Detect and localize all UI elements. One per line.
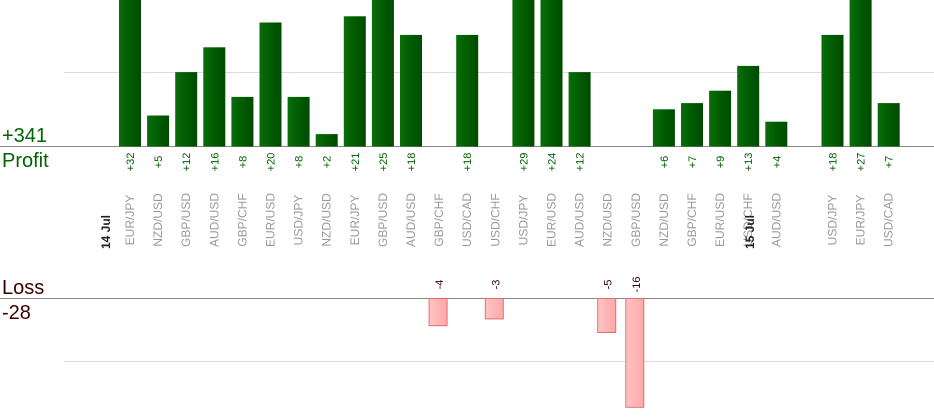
profit-value-label: +29: [518, 153, 530, 172]
loss-value-label: -5: [603, 280, 615, 290]
pair-label: NZD/USD: [601, 193, 615, 247]
pair-label: EUR/JPY: [123, 195, 137, 246]
profit-value-label: +32: [125, 153, 137, 172]
pair-label: EUR/USD: [713, 193, 727, 247]
profit-value-label: +12: [181, 153, 193, 172]
profit-value-label: +21: [350, 153, 362, 172]
loss-bars: [428, 298, 645, 408]
profit-bar: [175, 72, 198, 147]
pair-label: GBP/USD: [629, 193, 643, 247]
pair-label: GBP/CHF: [432, 193, 446, 246]
pair-label: USD/CHF: [741, 193, 755, 246]
profit-value-label: +24: [547, 153, 559, 172]
loss-value-label: -3: [490, 280, 502, 290]
profit-bar: [287, 96, 310, 147]
pair-label: EUR/JPY: [854, 195, 868, 246]
loss-bar: [625, 298, 645, 408]
profit-value-label: +5: [153, 156, 165, 169]
profit-value-label: +13: [743, 153, 755, 172]
profit-value-label: +4: [771, 156, 783, 169]
pair-label: USD/JPY: [292, 195, 306, 246]
profit-bar: [737, 65, 760, 147]
profit-bar: [681, 103, 703, 147]
pair-label: AUD/USD: [769, 193, 783, 247]
pair-label: USD/CAD: [460, 193, 474, 247]
loss-value-label: -16: [631, 277, 643, 293]
profit-value-label: +7: [884, 156, 896, 169]
profit-bars: [119, 0, 900, 147]
date-labels: 14 Jul 15 Jul: [99, 215, 757, 249]
pair-label: NZD/USD: [320, 193, 334, 247]
pair-label: GBP/CHF: [235, 193, 249, 246]
profit-value-label: +6: [659, 156, 671, 169]
pair-labels: EUR/JPY NZD/USD GBP/USD AUD/USD GBP/CHF EUR/U…: [123, 193, 896, 247]
profit-value-label: +7: [687, 156, 699, 169]
pair-label: USD/JPY: [516, 195, 530, 246]
loss-bar: [428, 298, 448, 327]
pair-label: USD/JPY: [826, 195, 840, 246]
profit-value-label: +18: [828, 153, 840, 172]
profit-bar: [231, 96, 254, 147]
pair-label: USD/CHF: [488, 193, 502, 246]
profit-bar: [652, 109, 675, 147]
profit-value-label: +16: [209, 153, 221, 172]
date-label: 14 Jul: [99, 215, 113, 249]
profit-value-label: +12: [575, 153, 587, 172]
profit-total: +341: [2, 125, 47, 147]
value-labels: +32 +5 +12 +16 +8 +20 +8 +2 +21 +25 +18 -4 +18 -3 +29 +…: [125, 153, 896, 293]
profit-bar: [456, 34, 479, 147]
pair-label: EUR/JPY: [348, 195, 362, 246]
loss-label: Loss: [2, 277, 44, 299]
pair-label: NZD/USD: [657, 193, 671, 247]
profit-bar: [765, 121, 788, 147]
pair-label: EUR/USD: [264, 193, 278, 247]
profit-value-label: +18: [462, 153, 474, 172]
profit-value-label: +25: [378, 153, 390, 172]
profit-value-label: +2: [322, 156, 334, 169]
profit-bar: [877, 103, 900, 147]
profit-bar: [709, 90, 732, 147]
profit-label: Profit: [2, 150, 49, 172]
profit-bar: [821, 34, 844, 147]
profit-value-label: +8: [294, 156, 306, 169]
loss-total: -28: [2, 302, 31, 324]
pair-label: USD/CAD: [882, 193, 896, 247]
profit-bar: [400, 34, 422, 147]
profit-bar: [119, 0, 141, 147]
pair-label: GBP/USD: [376, 193, 390, 247]
profit-bar: [849, 0, 872, 147]
profit-bar: [540, 0, 563, 147]
profit-value-label: +27: [856, 153, 868, 172]
pair-label: NZD/USD: [151, 193, 165, 247]
pair-label: EUR/USD: [545, 193, 559, 247]
pair-label: GBP/CHF: [685, 193, 699, 246]
pair-label: AUD/USD: [573, 193, 587, 247]
profit-bar: [203, 47, 226, 147]
profit-value-label: +18: [406, 153, 418, 172]
profit-bar: [512, 0, 535, 147]
loss-bar: [597, 298, 617, 333]
pair-label: GBP/USD: [179, 193, 193, 247]
profit-bar: [315, 134, 338, 147]
profit-bar: [147, 115, 170, 147]
profit-bar: [343, 16, 366, 147]
profit-value-label: +20: [266, 153, 278, 172]
profit-value-label: +8: [237, 156, 249, 169]
profit-bar: [259, 22, 282, 147]
loss-value-label: -4: [434, 280, 446, 290]
profit-bar: [568, 72, 591, 147]
pair-label: AUD/USD: [404, 193, 418, 247]
loss-bar: [484, 298, 504, 320]
profit-value-label: +9: [715, 156, 727, 169]
profit-bar: [371, 0, 394, 147]
date-label: 15 Jul: [743, 215, 757, 249]
pair-label: AUD/USD: [207, 193, 221, 247]
